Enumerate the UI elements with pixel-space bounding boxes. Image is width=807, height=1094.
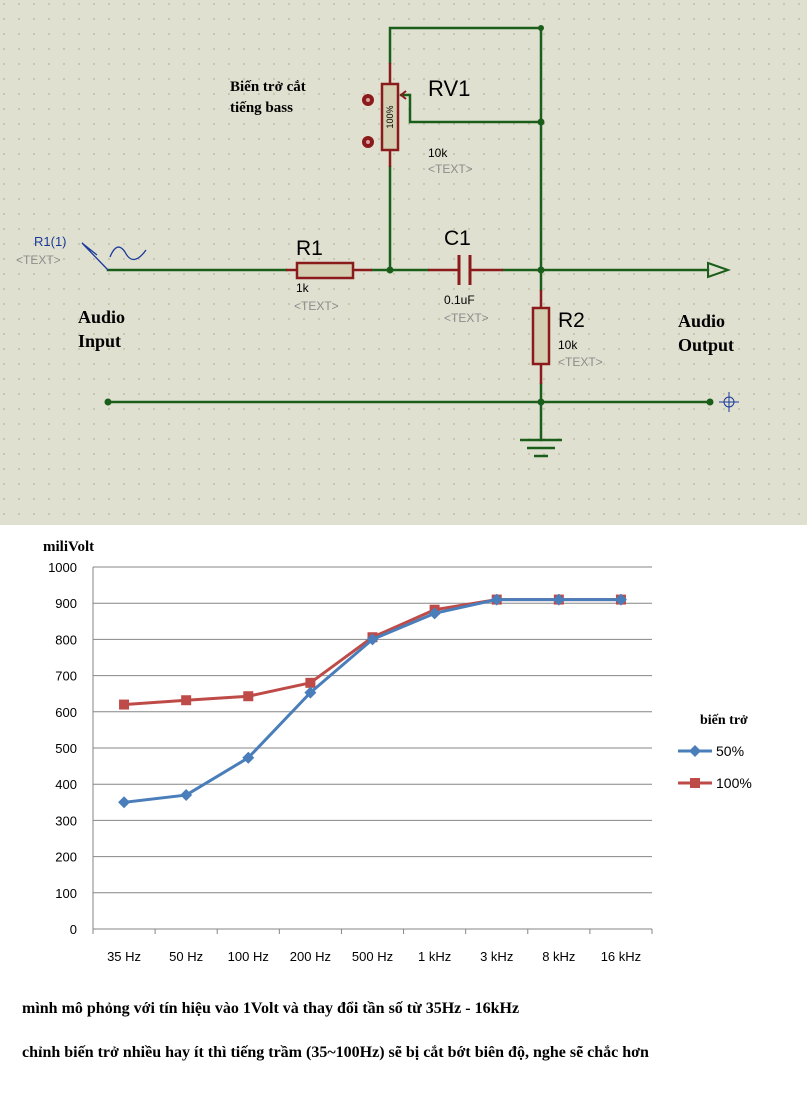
y-axis-title: miliVolt	[43, 539, 94, 555]
annotation-line-1: Biến trở cắt	[230, 79, 306, 95]
c1-text-placeholder: <TEXT>	[444, 311, 489, 325]
audio-output-label-2: Output	[678, 335, 734, 355]
simulation-note: mình mô phỏng với tín hiệu vào 1Volt và …	[22, 1000, 520, 1017]
r2-text-placeholder: <TEXT>	[558, 355, 603, 369]
junction-dots	[104, 25, 714, 406]
data-point-50pct	[614, 593, 627, 606]
data-point-50pct	[242, 751, 255, 764]
c1-value-label: 0.1uF	[444, 293, 475, 307]
y-tick-label: 300	[55, 813, 77, 828]
data-point-50pct	[304, 686, 317, 699]
x-tick-label: 500 Hz	[352, 949, 393, 964]
circuit-wires	[106, 26, 712, 442]
x-tick-label: 1 kHz	[418, 949, 451, 964]
signal-generator-icon[interactable]	[81, 242, 147, 271]
r2-value-label: 10k	[558, 338, 578, 352]
x-tick-label: 200 Hz	[290, 949, 331, 964]
y-tick-label: 600	[55, 705, 77, 720]
c1-ref-label: C1	[444, 227, 471, 250]
x-tick-label: 100 Hz	[228, 949, 269, 964]
data-point-100pct	[181, 695, 192, 706]
y-tick-label: 700	[55, 669, 77, 684]
legend-marker	[689, 745, 701, 757]
annotation-line-2: tiếng bass	[230, 100, 293, 116]
y-tick-label: 900	[55, 596, 77, 611]
y-tick-label: 400	[55, 777, 77, 792]
legend-marker	[690, 778, 700, 788]
series-line-100pct	[123, 598, 621, 707]
r2-resistor	[531, 290, 551, 384]
output-terminal-icon[interactable]	[707, 261, 732, 279]
audio-input-label-1: Audio	[78, 307, 125, 327]
r1-text-placeholder: <TEXT>	[294, 299, 339, 313]
y-tick-label: 800	[55, 632, 77, 647]
rv1-value-label: 10k	[428, 146, 448, 160]
data-point-100pct	[243, 691, 254, 702]
legend-label: 100%	[716, 775, 752, 791]
series-line-50pct	[123, 598, 621, 804]
legend-label: 50%	[716, 743, 744, 759]
data-point-50pct	[552, 593, 565, 606]
data-point-50pct	[118, 796, 131, 809]
x-tick-label: 35 Hz	[107, 949, 141, 964]
r1-value-label: 1k	[296, 281, 310, 295]
audio-input-label-2: Input	[78, 331, 121, 351]
c1-capacitor	[428, 255, 503, 285]
r2-ref-label: R2	[558, 309, 585, 332]
y-tick-label: 0	[70, 922, 77, 937]
crosshair-icon	[719, 392, 739, 412]
x-tick-label: 3 kHz	[480, 949, 513, 964]
circuit-schematic: 100% RV1 10k <TEXT> Biến trở cắt tiếng b…	[0, 0, 807, 525]
data-point-50pct	[180, 789, 193, 802]
potentiometer-note: chỉnh biến trở nhiều hay ít thì tiếng tr…	[22, 1044, 649, 1061]
legend-title: biến trở	[700, 713, 748, 728]
source-text-placeholder: <TEXT>	[16, 253, 61, 267]
rv1-wiper-position: 100%	[385, 105, 395, 128]
y-tick-label: 1000	[48, 560, 77, 575]
x-tick-label: 50 Hz	[169, 949, 203, 964]
data-point-50pct	[366, 633, 379, 646]
y-tick-label: 500	[55, 741, 77, 756]
x-tick-label: 8 kHz	[542, 949, 575, 964]
x-tick-label: 16 kHz	[601, 949, 641, 964]
y-tick-label: 200	[55, 850, 77, 865]
r1-ref-label: R1	[296, 237, 323, 260]
r1-resistor	[286, 261, 372, 280]
rv1-control-buttons[interactable]	[362, 94, 374, 148]
frequency-response-chart: miliVolt 0 100 200 300 400 500 600 700 800 900 100…	[43, 539, 752, 964]
ground-icon	[520, 438, 562, 458]
data-point-100pct	[119, 699, 130, 710]
source-ref-label: R1(1)	[34, 234, 67, 249]
audio-output-label-1: Audio	[678, 311, 725, 331]
data-point-50pct	[428, 607, 441, 620]
data-point-50pct	[490, 593, 503, 606]
rv1-text-placeholder: <TEXT>	[428, 162, 473, 176]
y-tick-label: 100	[55, 886, 77, 901]
rv1-ref-label: RV1	[428, 76, 470, 101]
data-point-100pct	[305, 677, 316, 688]
rv1-potentiometer: 100%	[380, 63, 407, 167]
